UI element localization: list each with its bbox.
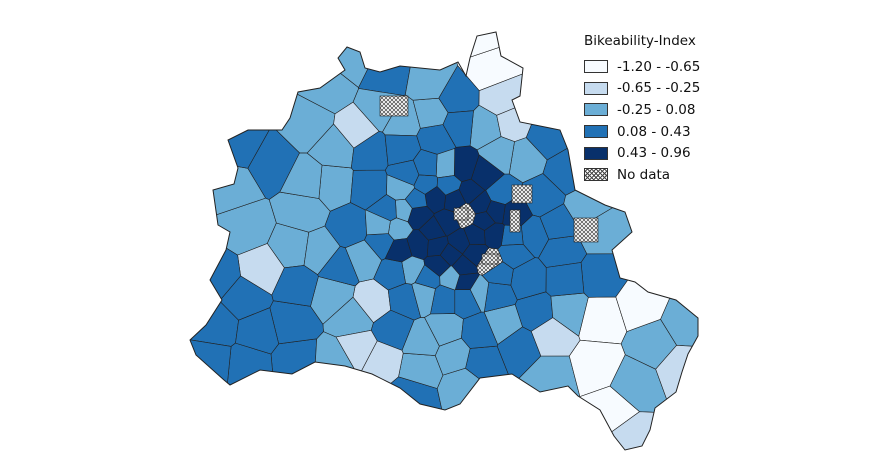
district — [268, 191, 331, 233]
district — [317, 245, 360, 287]
district-no-data — [511, 184, 533, 204]
district-no-data — [453, 207, 469, 221]
district — [335, 329, 378, 377]
district — [190, 32, 273, 169]
legend-label-3: -0.25 - 0.08 — [617, 101, 696, 118]
legend-class-2: -0.65 - -0.25 — [584, 78, 700, 100]
legend-swatch-5 — [584, 146, 608, 160]
legend-label-2: -0.65 - -0.25 — [617, 80, 701, 97]
legend-swatch-no-data — [584, 168, 608, 182]
legend-class-1: -1.20 - -0.65 — [584, 56, 700, 78]
legend-label-5: 0.43 - 0.96 — [617, 145, 691, 162]
district — [476, 136, 515, 175]
district — [412, 97, 449, 129]
district — [426, 235, 449, 257]
district-no-data — [379, 95, 409, 117]
district-no-data — [509, 209, 521, 233]
district — [411, 282, 436, 318]
district — [481, 261, 514, 286]
legend-class-3: -0.25 - 0.08 — [584, 99, 700, 121]
district — [384, 238, 413, 263]
legend-no-data: No data — [584, 164, 700, 186]
legend-label-no-data: No data — [617, 166, 671, 183]
legend-title: Bikeability-Index — [584, 33, 696, 49]
district — [545, 262, 585, 297]
district — [190, 300, 239, 347]
district-no-data — [573, 217, 599, 243]
district — [205, 32, 360, 115]
district — [436, 367, 516, 450]
district — [463, 223, 486, 245]
district — [655, 344, 698, 450]
district — [412, 148, 438, 177]
district — [364, 209, 391, 236]
city-boundary — [189, 31, 699, 451]
district — [190, 333, 232, 450]
district — [442, 110, 474, 148]
district — [497, 243, 536, 270]
district — [404, 187, 428, 209]
district — [270, 338, 318, 450]
district — [436, 175, 462, 196]
legend-label-1: -1.20 - -0.65 — [617, 58, 701, 75]
legend-swatch-2 — [584, 81, 608, 95]
legend-swatch-3 — [584, 103, 608, 117]
legend-class-4: 0.08 - 0.43 — [584, 121, 700, 143]
district — [271, 265, 319, 307]
district — [539, 203, 580, 240]
district — [439, 265, 461, 291]
district — [235, 307, 280, 355]
district-no-data — [481, 253, 499, 265]
legend-swatch-1 — [584, 60, 608, 74]
district — [660, 178, 698, 351]
district — [279, 152, 323, 199]
legend-label-4: 0.08 - 0.43 — [617, 123, 691, 140]
legend-class-5: 0.43 - 0.96 — [584, 142, 700, 164]
legend-swatch-4 — [584, 125, 608, 139]
district — [485, 200, 506, 224]
district — [344, 239, 382, 283]
district — [434, 337, 471, 376]
map-legend: Bikeability-Index -1.20 - -0.65 -0.65 - … — [584, 33, 700, 186]
district — [549, 411, 698, 450]
